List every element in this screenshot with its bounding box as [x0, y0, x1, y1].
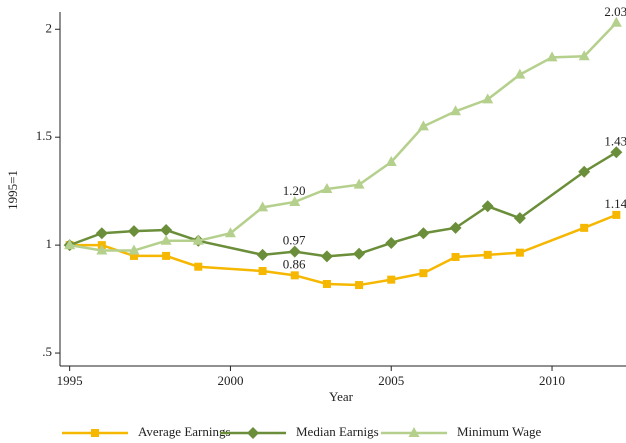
marker [612, 210, 621, 219]
x-tick-label: 2000 [217, 373, 243, 388]
y-tick-label: 1.5 [36, 128, 52, 143]
annotation: 1.20 [283, 183, 306, 198]
marker [290, 271, 299, 280]
marker [194, 262, 203, 271]
annotation: 1.43 [604, 133, 626, 148]
annotation: 2.03 [604, 4, 626, 19]
marker [387, 275, 396, 284]
marker [288, 245, 301, 258]
marker [385, 236, 398, 249]
y-tick-label: 1 [46, 236, 53, 251]
marker [513, 212, 526, 225]
y-tick-label: .5 [42, 344, 52, 359]
marker [355, 281, 364, 290]
marker [450, 105, 462, 116]
legend-label: Median Earnigs [296, 424, 379, 439]
marker [64, 239, 76, 250]
marker [578, 165, 591, 178]
annotation: 0.97 [283, 233, 306, 248]
marker [353, 178, 365, 189]
marker [321, 183, 333, 193]
marker [128, 244, 140, 255]
marker [546, 51, 558, 62]
marker [129, 251, 138, 260]
marker [483, 250, 492, 259]
marker [419, 269, 428, 278]
annotation: 1.14 [604, 196, 626, 211]
marker [515, 248, 524, 257]
marker [610, 146, 623, 159]
x-axis-label: Year [329, 389, 354, 404]
marker [160, 224, 173, 237]
marker [256, 248, 269, 261]
marker [95, 227, 108, 240]
marker [96, 244, 108, 255]
x-tick-label: 2010 [539, 373, 565, 388]
marker [91, 429, 99, 437]
marker [322, 279, 331, 288]
marker [482, 93, 494, 104]
marker [127, 225, 140, 238]
legend-label: Minimum Wage [457, 424, 542, 439]
series-line [69, 213, 617, 287]
marker [257, 201, 269, 212]
annotation: 0.86 [283, 256, 306, 271]
marker [417, 120, 429, 131]
x-tick-label: 2005 [378, 373, 404, 388]
marker [258, 267, 267, 276]
marker [162, 251, 171, 260]
x-tick-label: 1995 [57, 373, 83, 388]
marker [353, 247, 366, 260]
marker [417, 227, 430, 240]
marker [160, 234, 172, 245]
marker [247, 427, 259, 439]
marker [289, 195, 301, 206]
y-axis-label: 1995=1 [5, 170, 20, 210]
marker [481, 200, 494, 213]
marker [449, 221, 462, 234]
marker [385, 156, 397, 167]
marker [320, 250, 333, 263]
marker [224, 227, 236, 238]
series-line [69, 151, 617, 258]
marker [192, 234, 204, 245]
marker [610, 16, 622, 27]
marker [580, 223, 589, 232]
marker [451, 252, 460, 261]
series-line [69, 21, 618, 252]
legend-label: Average Earnings [138, 424, 231, 439]
marker [408, 427, 420, 437]
y-tick-label: 2 [46, 20, 53, 35]
marker [578, 50, 590, 61]
marker [514, 68, 526, 79]
